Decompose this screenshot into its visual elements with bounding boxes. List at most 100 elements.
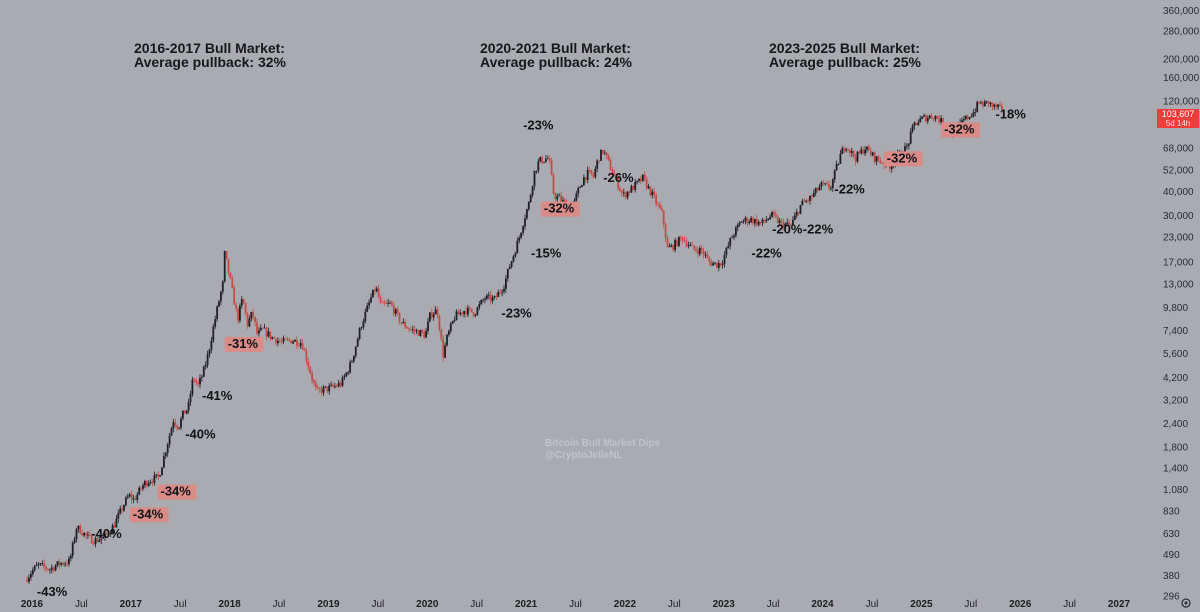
candle-body xyxy=(854,156,857,162)
y-tick-label: 4,200 xyxy=(1163,373,1188,384)
candle-body xyxy=(868,146,870,151)
candle-body xyxy=(343,376,346,378)
candle-body xyxy=(339,382,342,386)
dip-label: -22% xyxy=(751,245,782,260)
candle-body xyxy=(917,122,920,125)
candle-body xyxy=(510,261,513,268)
candle-body xyxy=(849,149,851,153)
candle-body xyxy=(626,191,629,198)
candle-body xyxy=(77,525,80,530)
candle-body xyxy=(267,331,270,337)
candle-body xyxy=(316,387,319,389)
candle-body xyxy=(482,299,484,301)
candle-body xyxy=(176,425,179,429)
candle-body xyxy=(132,498,135,500)
dip-label: -32% xyxy=(544,201,575,216)
candle-body xyxy=(438,315,441,331)
candle-body xyxy=(636,180,638,182)
candle-body xyxy=(693,245,695,249)
candle-body xyxy=(835,164,838,171)
candle-body xyxy=(782,221,785,228)
candle-body xyxy=(480,300,483,305)
candle-body xyxy=(286,339,289,341)
candle-body xyxy=(611,169,614,174)
candle-body xyxy=(430,312,433,318)
candles xyxy=(26,99,1003,584)
candle-body xyxy=(31,570,34,575)
y-tick-label: 200,000 xyxy=(1163,54,1200,65)
candle-body xyxy=(704,254,707,256)
candle-body xyxy=(56,561,59,566)
candle-body xyxy=(239,305,241,321)
candle-body xyxy=(847,149,849,151)
x-tick-label: 2018 xyxy=(218,599,241,610)
candle-body xyxy=(284,338,287,340)
candle-body xyxy=(351,361,353,363)
candle-body xyxy=(495,296,498,297)
candle-body xyxy=(767,218,770,221)
annotation-title: 2016-2017 Bull Market: xyxy=(134,40,285,56)
dip-label: -41% xyxy=(202,388,233,403)
candle-body xyxy=(263,327,266,329)
candle-body xyxy=(666,238,669,248)
candle-body xyxy=(161,467,163,476)
candle-body xyxy=(641,174,644,182)
candle-body xyxy=(776,216,779,223)
dip-highlight-box xyxy=(540,201,580,217)
candle-body xyxy=(337,382,340,387)
candle-body xyxy=(716,262,718,268)
candle-body xyxy=(963,119,965,121)
annotation-subtitle: Average pullback: 32% xyxy=(134,54,286,70)
candle-body xyxy=(866,146,868,150)
candle-body xyxy=(603,152,606,154)
candle-body xyxy=(809,195,811,201)
candle-body xyxy=(419,330,422,336)
candle-body xyxy=(926,118,929,122)
candle-body xyxy=(478,304,481,308)
candle-body xyxy=(377,288,380,297)
x-tick-label: Jul xyxy=(1063,599,1076,610)
candle-body xyxy=(117,513,120,519)
annotation-2023-2025: 2023-2025 Bull Market: Average pullback:… xyxy=(769,41,921,69)
settings-icon[interactable] xyxy=(1181,598,1191,608)
candle-body xyxy=(413,329,416,332)
candle-body xyxy=(780,220,783,222)
candle-body xyxy=(735,227,737,236)
candle-body xyxy=(282,338,285,342)
candle-body xyxy=(463,311,465,315)
candle-body xyxy=(216,306,218,320)
candle-body xyxy=(180,418,182,428)
candle-body xyxy=(98,540,101,542)
candle-body xyxy=(79,525,82,534)
candle-body xyxy=(919,118,922,123)
candle-body xyxy=(890,165,893,169)
candle-body xyxy=(391,302,393,306)
candle-body xyxy=(45,566,47,569)
candle-body xyxy=(657,203,659,205)
candle-body xyxy=(94,538,97,545)
candle-body xyxy=(372,289,374,298)
annotation-subtitle: Average pullback: 24% xyxy=(480,54,632,70)
candle-body xyxy=(237,308,239,321)
candle-body xyxy=(697,250,699,254)
candle-body xyxy=(548,158,551,161)
candle-body xyxy=(296,339,298,346)
candle-body xyxy=(87,534,89,536)
candle-body xyxy=(168,435,171,445)
candle-body xyxy=(250,312,253,319)
y-tick-label: 30,000 xyxy=(1163,211,1194,222)
candle-body xyxy=(742,220,745,223)
candle-body xyxy=(921,116,923,119)
candle-body xyxy=(615,175,618,177)
candle-body xyxy=(218,301,220,307)
dip-label: -40% xyxy=(185,427,216,442)
candle-body xyxy=(940,118,942,123)
candle-body xyxy=(208,349,211,355)
candle-body xyxy=(334,386,336,387)
candle-body xyxy=(556,196,559,200)
candle-body xyxy=(799,205,802,214)
candle-body xyxy=(562,199,564,202)
candle-body xyxy=(212,326,215,341)
dip-highlight-box xyxy=(941,122,980,138)
candle-body xyxy=(49,569,51,571)
